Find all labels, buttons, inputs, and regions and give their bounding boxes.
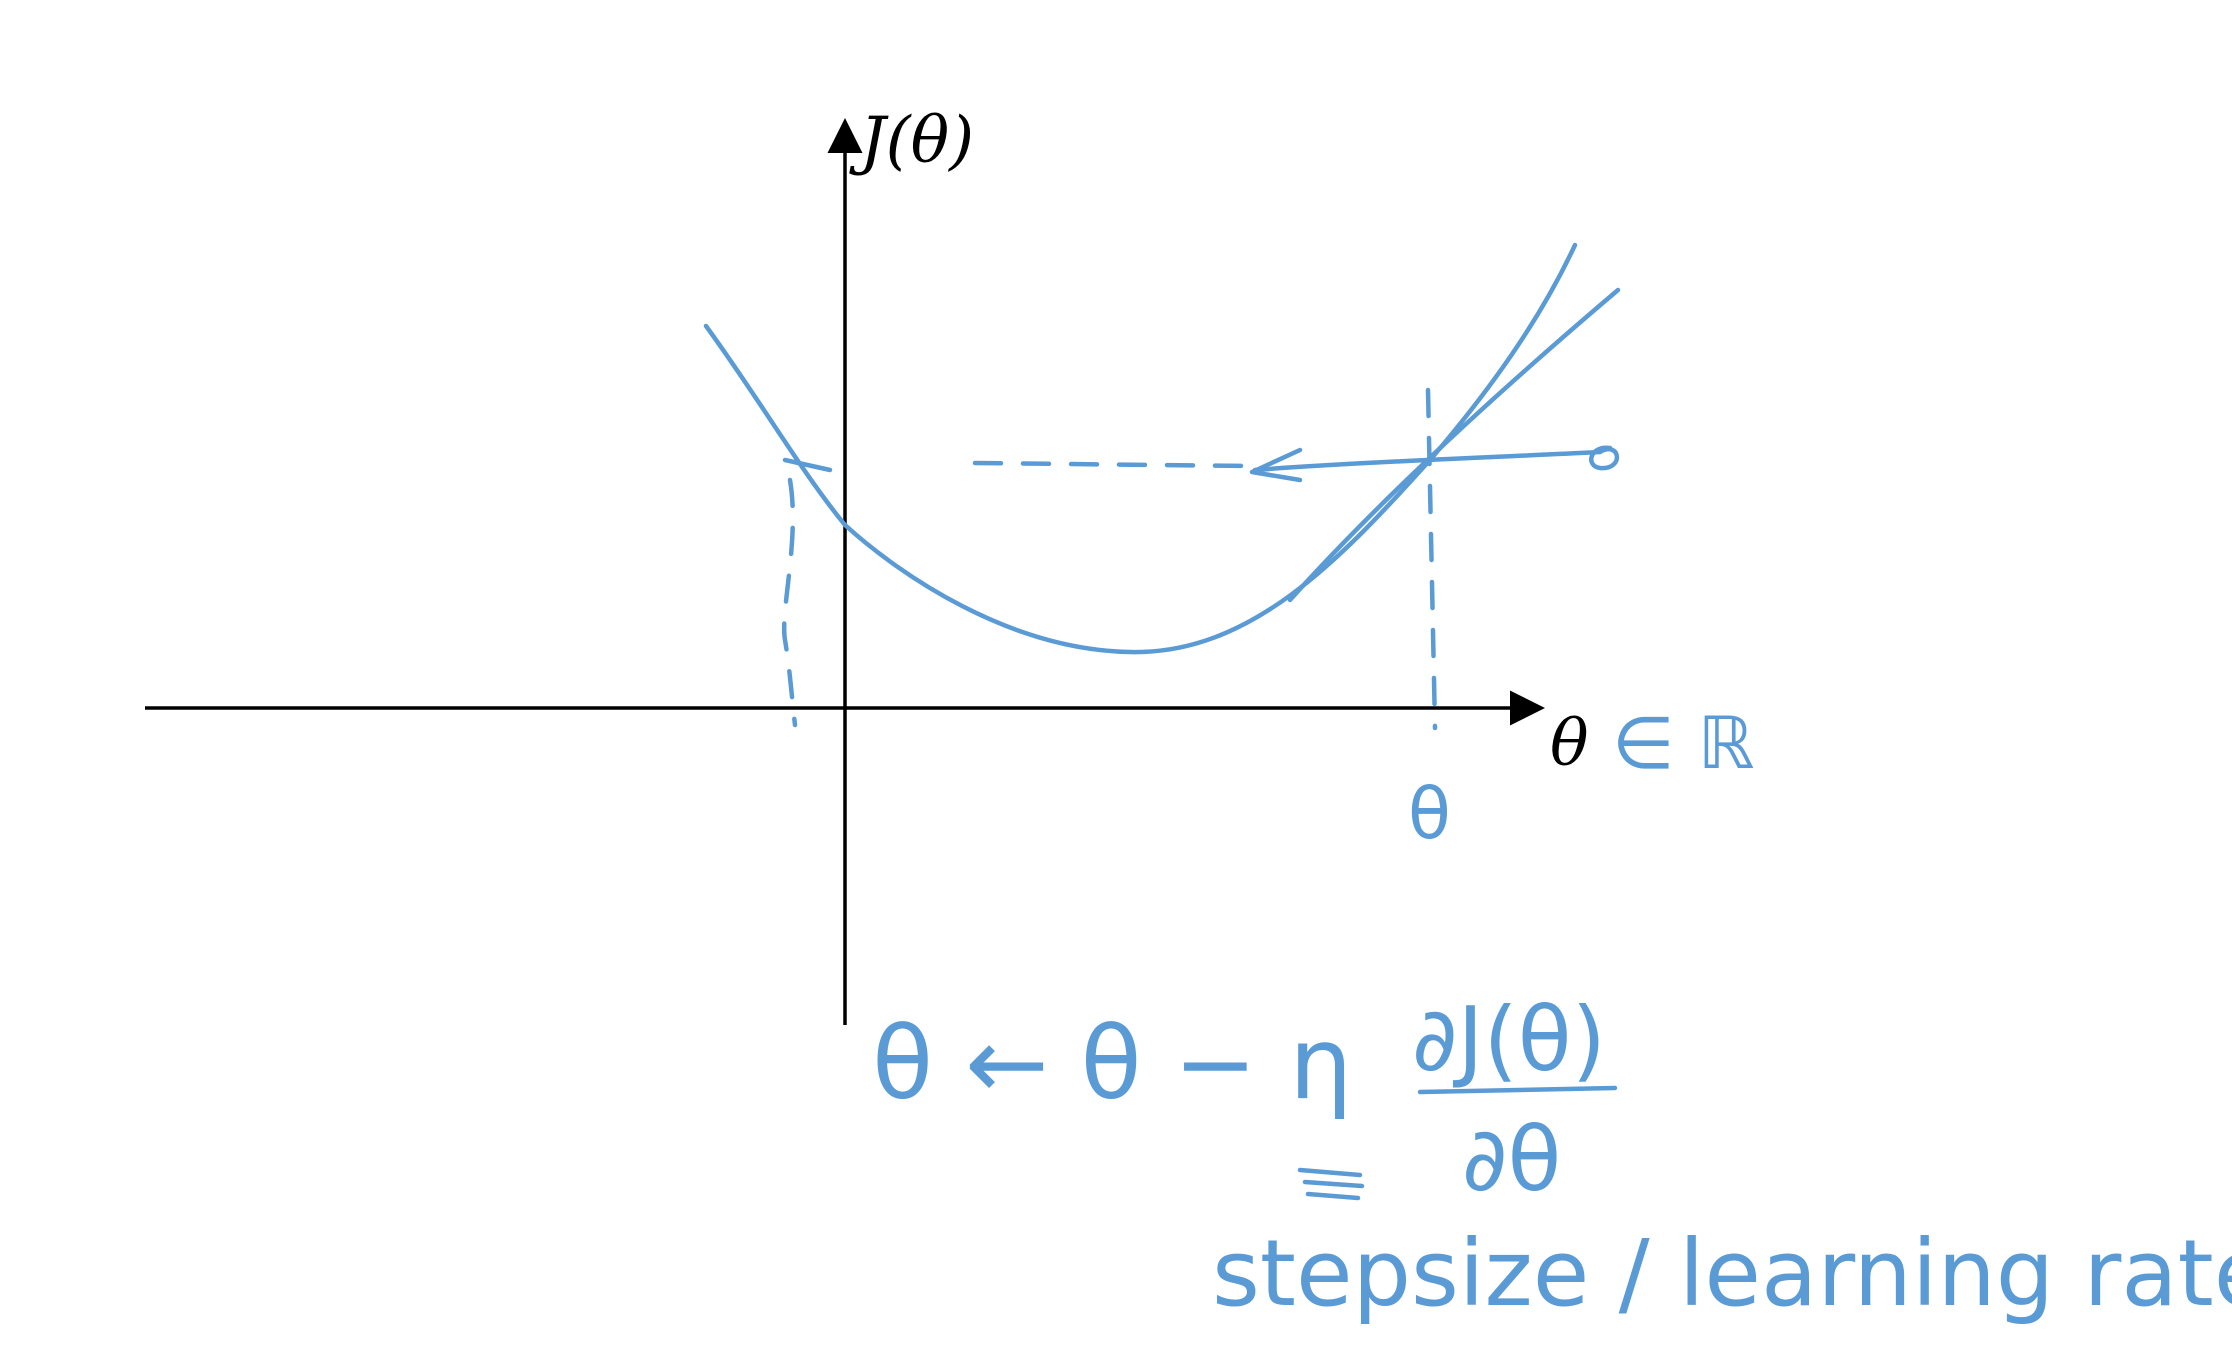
derivative-numerator: ∂J(θ) bbox=[1412, 988, 1606, 1091]
theta-vertical-dashed bbox=[1425, 387, 1438, 731]
x-domain-label: ∈ ℝ bbox=[1612, 701, 1755, 785]
cost-curve bbox=[703, 242, 1578, 655]
theta-mark: θ bbox=[1408, 773, 1451, 855]
y-axis-label: J(θ) bbox=[849, 104, 974, 178]
step-arrowhead bbox=[1249, 447, 1303, 483]
eta-underline-scribble bbox=[1297, 1167, 1365, 1201]
step-line bbox=[1252, 449, 1603, 473]
eta-note: stepsize / learning rate bbox=[1212, 1220, 2232, 1327]
x-axis-label: θ bbox=[1550, 707, 1589, 781]
tangent-line bbox=[1287, 287, 1621, 603]
update-rule-lhs: θ ← θ − η bbox=[872, 1005, 1352, 1122]
dash-dot-guide bbox=[972, 460, 1253, 469]
step-end-loop bbox=[1589, 445, 1620, 471]
derivative-denominator: ∂θ bbox=[1462, 1108, 1561, 1211]
fraction-bar bbox=[1417, 1085, 1618, 1095]
new-theta-tick bbox=[782, 457, 833, 473]
new-theta-vertical-dashed bbox=[782, 477, 798, 728]
